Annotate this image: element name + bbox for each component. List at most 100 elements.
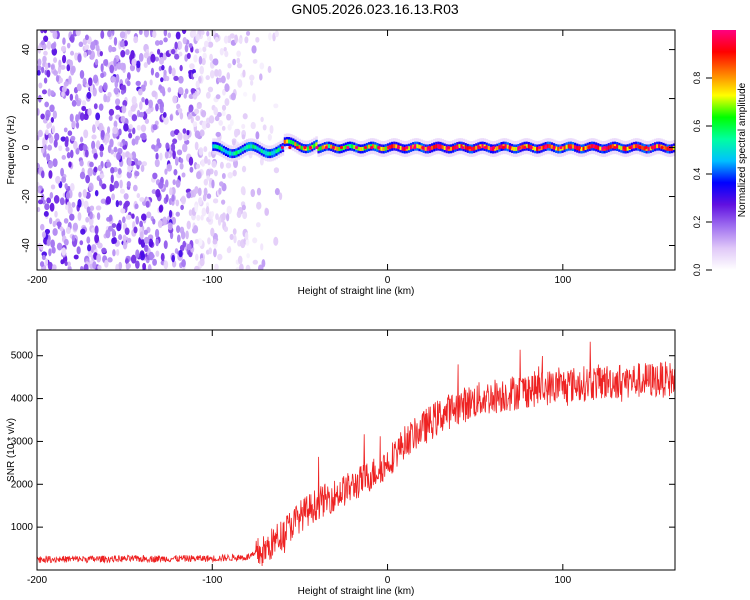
spectrogram-cell [250, 144, 253, 149]
spectrogram-cell [121, 152, 126, 160]
spectrogram-cell [179, 112, 184, 120]
spectrogram-cell [177, 132, 183, 141]
spectrogram-cell [109, 184, 115, 192]
spectrogram-cell [58, 77, 63, 84]
spectrogram-cell [95, 140, 101, 150]
spectrogram-cell [48, 170, 53, 179]
spectrogram-cell [106, 126, 111, 134]
spectrogram-cell [113, 57, 117, 67]
spectrogram-cell [169, 114, 173, 121]
spectrogram-cell [550, 144, 554, 149]
spectrogram-cell [548, 144, 552, 149]
spectrogram-cell [529, 145, 533, 150]
spectrogram-cell [258, 147, 262, 152]
snr-x-label: Height of straight line (km) [298, 586, 415, 597]
spectrogram-cell [143, 236, 150, 244]
spectrogram-cell [154, 40, 160, 46]
spectrogram-cell [184, 88, 189, 95]
spectrogram-cell [217, 77, 223, 83]
spectrogram-cell [221, 104, 227, 111]
spectrogram-cell [175, 31, 181, 40]
spectrogram-cell [508, 145, 512, 150]
spectrogram-cell [167, 222, 173, 231]
spectrogram-cell [52, 30, 58, 40]
spectrogram-cell [82, 188, 87, 198]
spectrogram-cell [241, 147, 245, 152]
spectrogram-cell [122, 100, 128, 107]
spectrogram-cell [121, 105, 127, 114]
spectrogram-cell [449, 146, 453, 151]
spectrogram-cell [135, 249, 140, 259]
spectrogram-cell [171, 67, 176, 77]
spectrogram-cell [122, 216, 126, 224]
spectrogram-cell [104, 135, 110, 144]
spectrogram-cell [207, 237, 211, 245]
spectrogram-cell [504, 144, 508, 149]
spectrogram-cell [177, 86, 184, 95]
spectrogram-cell [178, 51, 183, 57]
spectrogram-cell [113, 146, 118, 153]
spectrogram-cell [42, 137, 46, 147]
spectrogram-cell [98, 85, 104, 93]
spectrogram-cell [119, 31, 126, 39]
spectrogram-cell [50, 43, 56, 50]
spectrogram-cell [170, 142, 176, 152]
snr-x-axis: -200 -100 0 100 [27, 330, 572, 586]
spectrogram-cell [89, 205, 95, 212]
spectrogram-cell [222, 88, 226, 96]
spectrogram-cell [269, 125, 274, 134]
spectrogram-cell [116, 222, 122, 232]
snr-series-line [37, 341, 675, 567]
spectrogram-cell [108, 115, 113, 122]
spectrogram-cell [60, 64, 66, 70]
spectrogram-cell [391, 144, 394, 149]
spectrogram-cell [180, 195, 187, 205]
spectrogram-cell [226, 150, 230, 155]
spectrogram-cell [110, 174, 114, 184]
spectrogram-cell [79, 69, 85, 79]
spectrogram-cell [131, 138, 136, 146]
spectrogram-cell [54, 132, 60, 142]
spectrogram-cell [77, 212, 82, 221]
spectrogram-cell [346, 145, 350, 150]
spectrogram-cell [613, 145, 617, 150]
spectrogram-cell [141, 213, 147, 221]
snr-x-tick-label: 100 [554, 575, 571, 586]
spectrogram-cell [163, 240, 168, 249]
spectrogram-cell [160, 77, 164, 83]
snr-x-tick-label: -100 [202, 575, 222, 586]
spectrogram-cell [227, 62, 232, 69]
spectrogram-cell [175, 179, 181, 188]
spectrogram-cell [195, 163, 201, 169]
spectrogram-cell [256, 201, 262, 210]
spectrogram-cell [188, 209, 193, 217]
spectrogram-cell [260, 243, 264, 251]
spectrogram-cell [221, 212, 226, 221]
spectrogram-cell [138, 52, 144, 62]
spectrogram-cell [79, 171, 86, 180]
spectrogram-cell [100, 63, 104, 73]
spectrogram-cell [90, 41, 96, 47]
spectrogram-cell [186, 220, 191, 230]
spectrogram-cell [306, 146, 310, 151]
spectrogram-cell [455, 145, 459, 150]
spectrogram-cell [259, 73, 263, 81]
spectrogram-cell [139, 220, 143, 228]
snr-x-tick-label: -200 [27, 575, 47, 586]
spectrogram-cell [367, 144, 371, 149]
spectrogram-cell [670, 146, 674, 151]
spectrogram-cell [494, 146, 497, 151]
spectrogram-cell [173, 168, 178, 176]
spectrogram-cell [144, 118, 150, 124]
spectrogram-cell [630, 145, 634, 150]
snr-frame [36, 329, 676, 571]
spectrogram-cell [218, 120, 223, 126]
spectrogram-cell [487, 146, 491, 151]
spectrogram-cell [149, 253, 155, 259]
spectrogram-cell [238, 37, 243, 44]
spectrogram-cell [255, 222, 261, 228]
spectrogram-cell [626, 146, 630, 151]
spectrogram-cell [193, 225, 199, 234]
spectrogram-cell [62, 37, 66, 45]
spectrogram-cell [88, 77, 93, 87]
